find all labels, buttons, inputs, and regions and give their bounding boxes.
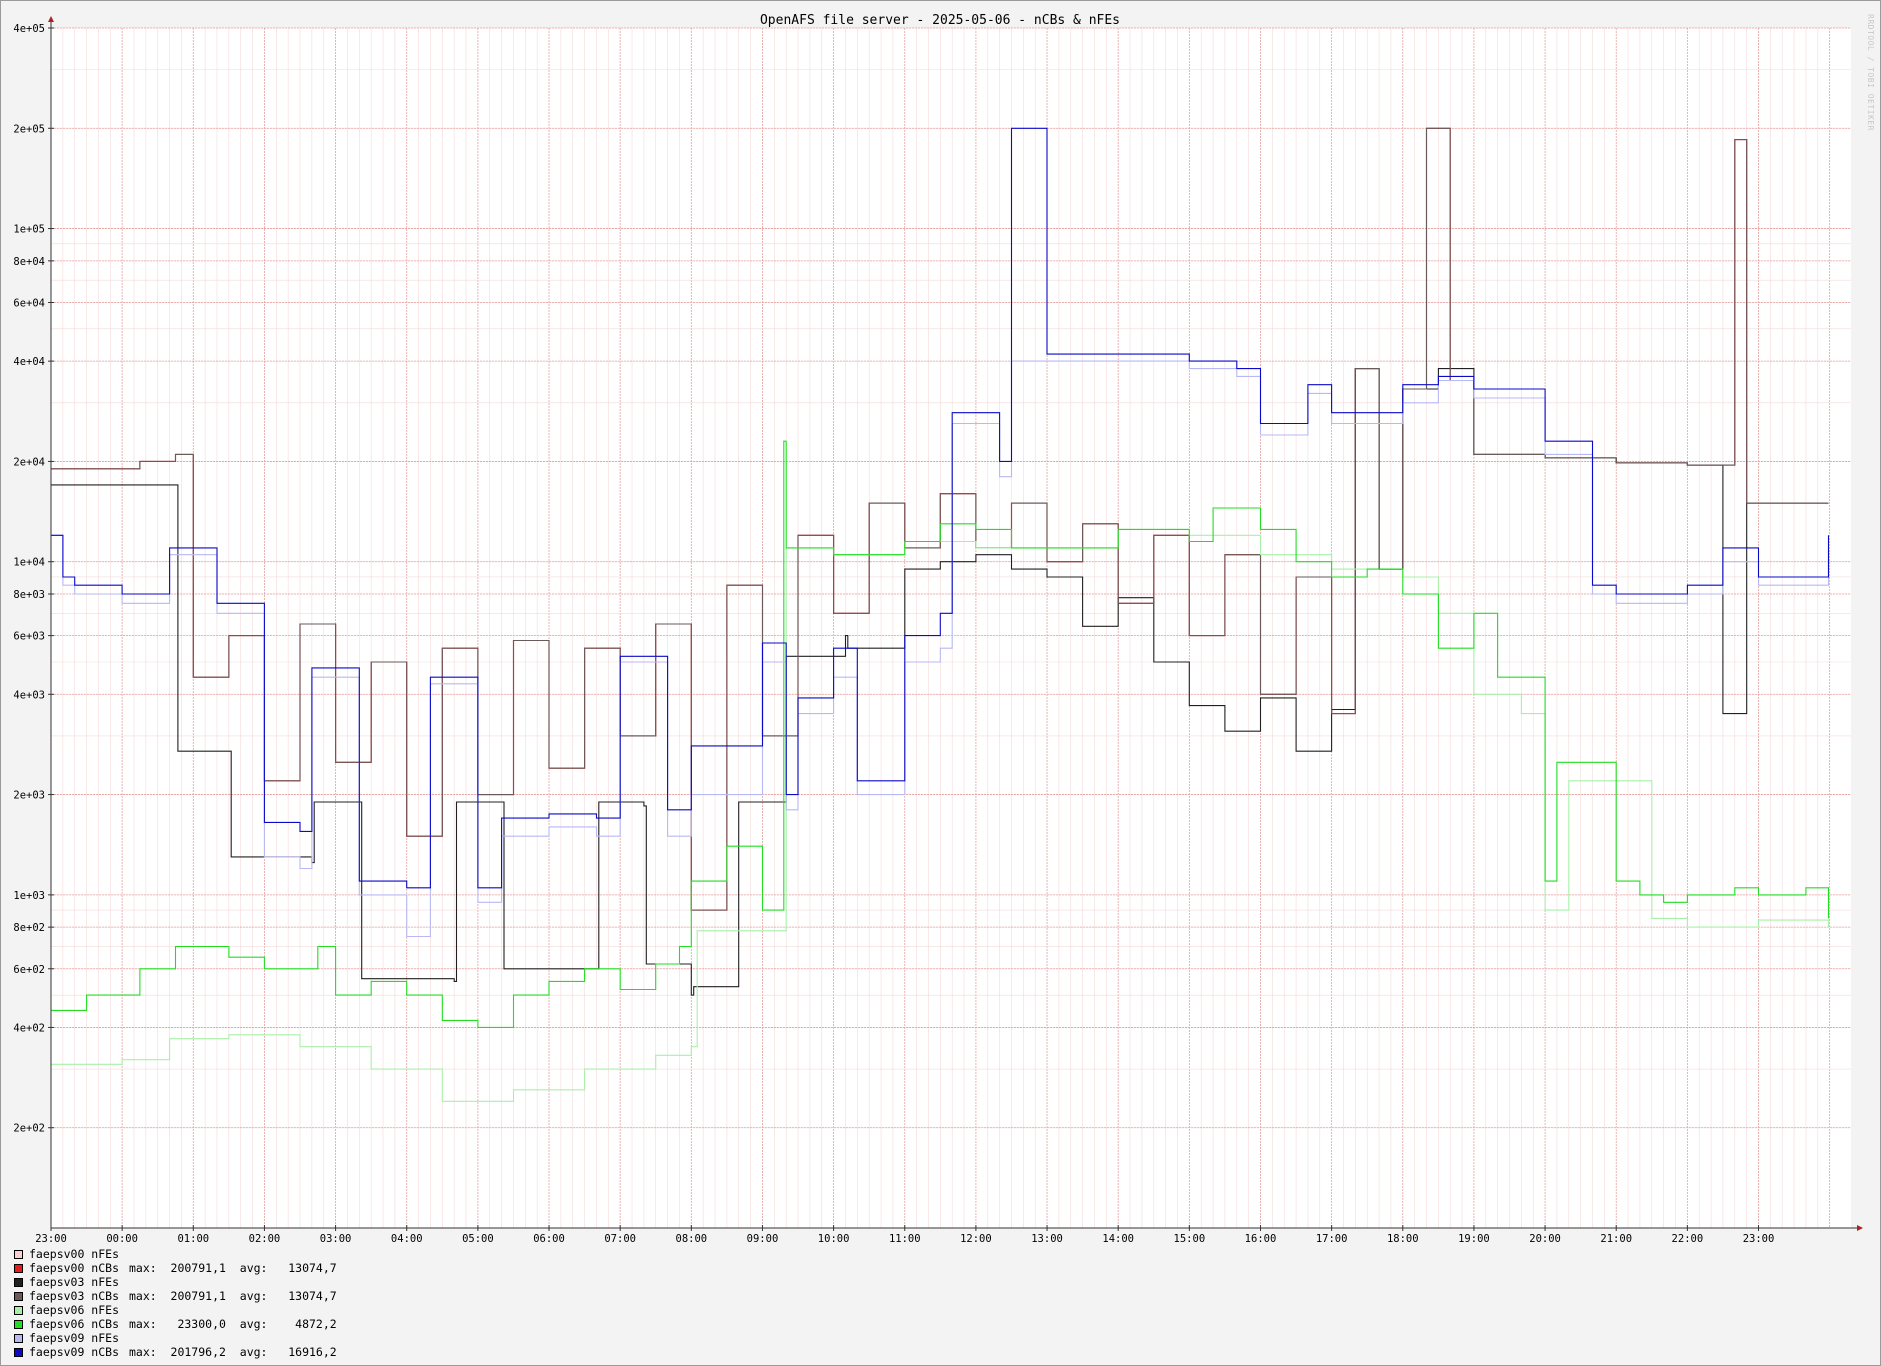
legend-series-name: faepsv03 nCBs <box>29 1289 120 1303</box>
y-tick-label: 1e+04 <box>13 557 45 569</box>
x-tick-label: 04:00 <box>391 1233 423 1245</box>
legend-swatch <box>14 1305 23 1315</box>
x-tick-label: 10:00 <box>818 1233 850 1245</box>
legend-entry: faepsv00 nFEs <box>14 1247 337 1261</box>
legend-entry: faepsv00 nCBs max: 200791,1 avg: 13074,7 <box>14 1261 337 1275</box>
legend-swatch <box>14 1319 23 1329</box>
legend-series-stats: max: 200791,1 avg: 13074,7 <box>129 1261 337 1275</box>
x-tick-label: 19:00 <box>1458 1233 1490 1245</box>
x-tick-label: 12:00 <box>960 1233 992 1245</box>
x-tick-label: 15:00 <box>1174 1233 1206 1245</box>
y-tick-label: 2e+02 <box>13 1123 45 1135</box>
legend-entry: faepsv06 nFEs <box>14 1303 337 1317</box>
legend-series-name: faepsv09 nFEs <box>29 1331 120 1345</box>
y-tick-label: 6e+02 <box>13 964 45 976</box>
series-line-faepsv06-nFEs <box>51 528 1830 1102</box>
y-tick-label: 8e+03 <box>13 589 45 601</box>
legend-swatch <box>14 1291 23 1301</box>
legend-series-stats: max: 201796,2 avg: 16916,2 <box>129 1345 337 1359</box>
y-tick-label: 1e+03 <box>13 890 45 902</box>
y-tick-label: 4e+05 <box>13 23 45 35</box>
series-line-faepsv03-nCBs <box>51 127 1829 911</box>
x-tick-label: 14:00 <box>1102 1233 1134 1245</box>
legend-series-stats: max: 23300,0 avg: 4872,2 <box>129 1317 337 1331</box>
legend-entry: faepsv03 nFEs <box>14 1275 337 1289</box>
x-tick-label: 02:00 <box>249 1233 281 1245</box>
x-tick-label: 23:00 <box>35 1233 67 1245</box>
x-axis-arrow <box>1857 1225 1863 1231</box>
legend-series-stats: max: 200791,1 avg: 13074,7 <box>129 1289 337 1303</box>
chart-title: OpenAFS file server - 2025-05-06 - nCBs … <box>760 13 1120 28</box>
x-tick-label: 13:00 <box>1031 1233 1063 1245</box>
y-tick-label: 2e+05 <box>13 123 45 135</box>
y-tick-label: 4e+02 <box>13 1022 45 1034</box>
x-tick-label: 03:00 <box>320 1233 352 1245</box>
x-tick-label: 01:00 <box>177 1233 209 1245</box>
axes: 2e+02 4e+02 6e+02 8e+02 1e+03 2e+03 4e+03 6e+03… <box>13 16 1863 1245</box>
x-tick-label: 00:00 <box>106 1233 138 1245</box>
legend-entry: faepsv09 nCBs max: 201796,2 avg: 16916,2 <box>14 1345 337 1359</box>
legend-series-name: faepsv03 nFEs <box>29 1275 120 1289</box>
y-axis-arrow <box>48 16 54 22</box>
y-tick-label: 2e+04 <box>13 456 45 468</box>
x-tick-label: 17:00 <box>1316 1233 1348 1245</box>
watermark: RRDTOOL / TOBI OETIKER <box>1866 14 1875 131</box>
series-layer <box>51 127 1830 1102</box>
legend-swatch <box>14 1263 23 1273</box>
legend-entry: faepsv03 nCBs max: 200791,1 avg: 13074,7 <box>14 1289 337 1303</box>
legend-series-name: faepsv00 nFEs <box>29 1247 120 1261</box>
legend-series-name: faepsv00 nCBs <box>29 1261 120 1275</box>
legend-series-name: faepsv09 nCBs <box>29 1345 120 1359</box>
x-tick-label: 05:00 <box>462 1233 494 1245</box>
y-tick-label: 8e+04 <box>13 256 45 268</box>
legend-series-name: faepsv06 nFEs <box>29 1303 120 1317</box>
legend-entry: faepsv06 nCBs max: 23300,0 avg: 4872,2 <box>14 1317 337 1331</box>
y-tick-label: 4e+03 <box>13 689 45 701</box>
legend-swatch <box>14 1333 23 1343</box>
y-tick-label: 8e+02 <box>13 922 45 934</box>
x-tick-label: 23:00 <box>1743 1233 1775 1245</box>
x-tick-label: 22:00 <box>1672 1233 1704 1245</box>
x-tick-label: 16:00 <box>1245 1233 1277 1245</box>
x-tick-label: 09:00 <box>747 1233 779 1245</box>
legend-swatch <box>14 1249 23 1259</box>
x-tick-label: 20:00 <box>1529 1233 1561 1245</box>
x-tick-label: 08:00 <box>676 1233 708 1245</box>
legend: faepsv00 nFEs faepsv00 nCBs max: 200791,1 … <box>14 1247 337 1359</box>
x-tick-label: 21:00 <box>1600 1233 1632 1245</box>
legend-swatch <box>14 1277 23 1287</box>
y-tick-label: 6e+04 <box>13 297 45 309</box>
x-tick-label: 06:00 <box>533 1233 565 1245</box>
series-line-faepsv09-nCBs <box>51 127 1830 889</box>
grid <box>50 27 1851 1229</box>
legend-entry: faepsv09 nFEs <box>14 1331 337 1345</box>
x-tick-label: 11:00 <box>889 1233 921 1245</box>
legend-swatch <box>14 1347 23 1357</box>
y-tick-label: 4e+04 <box>13 356 45 368</box>
y-tick-label: 1e+05 <box>13 224 45 236</box>
x-tick-label: 18:00 <box>1387 1233 1419 1245</box>
legend-series-name: faepsv06 nCBs <box>29 1317 120 1331</box>
y-tick-label: 6e+03 <box>13 631 45 643</box>
y-tick-label: 2e+03 <box>13 790 45 802</box>
series-line-faepsv06-nCBs <box>51 440 1830 1028</box>
x-tick-label: 07:00 <box>604 1233 636 1245</box>
